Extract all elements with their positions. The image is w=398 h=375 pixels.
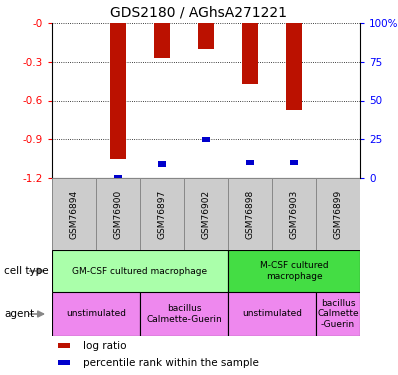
- Text: GSM76897: GSM76897: [158, 189, 166, 238]
- Text: agent: agent: [4, 309, 34, 319]
- Text: GM-CSF cultured macrophage: GM-CSF cultured macrophage: [72, 267, 208, 276]
- Bar: [316, 292, 360, 336]
- Text: GSM76898: GSM76898: [246, 189, 254, 238]
- Bar: [52, 250, 228, 292]
- Bar: [52, 292, 140, 336]
- Text: GSM76902: GSM76902: [201, 189, 211, 238]
- Bar: [58, 344, 70, 348]
- Text: bacillus
Calmette-Guerin: bacillus Calmette-Guerin: [146, 304, 222, 324]
- Text: GSM76899: GSM76899: [334, 189, 343, 238]
- Bar: [246, 160, 254, 165]
- Bar: [228, 292, 316, 336]
- Bar: [96, 178, 140, 250]
- Bar: [140, 292, 228, 336]
- Bar: [58, 360, 70, 364]
- Bar: [242, 23, 258, 84]
- Text: GSM76903: GSM76903: [289, 189, 298, 238]
- Bar: [316, 178, 360, 250]
- Bar: [272, 178, 316, 250]
- Bar: [184, 178, 228, 250]
- Text: bacillus
Calmette
-Guerin: bacillus Calmette -Guerin: [317, 299, 359, 329]
- Bar: [198, 23, 214, 49]
- Bar: [113, 176, 123, 181]
- Text: unstimulated: unstimulated: [66, 309, 126, 318]
- Text: GDS2180 / AGhsA271221: GDS2180 / AGhsA271221: [111, 5, 287, 19]
- Bar: [110, 23, 126, 159]
- Text: log ratio: log ratio: [83, 340, 126, 351]
- Text: GSM76900: GSM76900: [113, 189, 123, 238]
- Bar: [154, 23, 170, 58]
- Bar: [228, 250, 360, 292]
- Bar: [286, 23, 302, 110]
- Bar: [140, 178, 184, 250]
- Text: M-CSF cultured
macrophage: M-CSF cultured macrophage: [259, 261, 328, 281]
- Bar: [52, 178, 96, 250]
- Text: cell type: cell type: [4, 266, 49, 276]
- Text: GSM76894: GSM76894: [70, 189, 78, 238]
- Bar: [228, 178, 272, 250]
- Bar: [290, 160, 298, 165]
- Bar: [158, 162, 166, 166]
- Text: percentile rank within the sample: percentile rank within the sample: [83, 357, 259, 368]
- Bar: [202, 136, 211, 142]
- Text: unstimulated: unstimulated: [242, 309, 302, 318]
